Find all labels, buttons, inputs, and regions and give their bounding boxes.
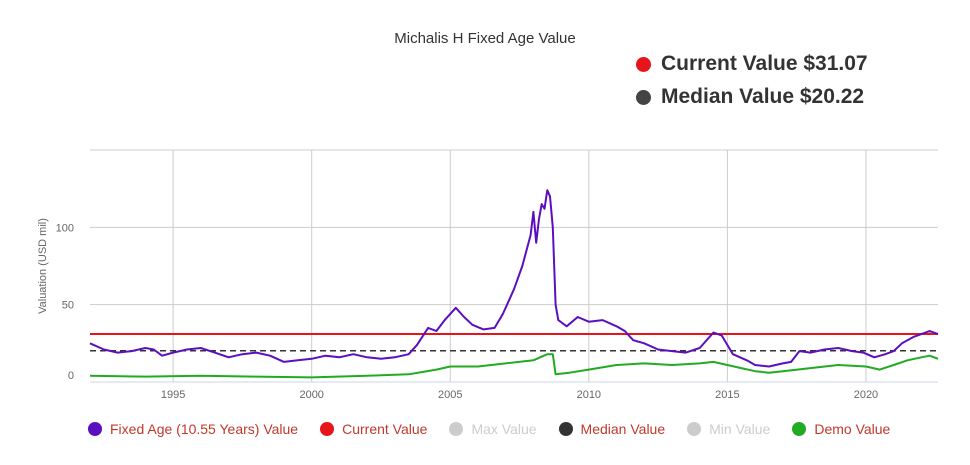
y-axis-title: Valuation (USD mil) xyxy=(37,218,49,314)
median-value-label: Median Value $20.22 xyxy=(661,85,865,108)
current-value-label: Current Value $31.07 xyxy=(661,52,868,75)
legend-item[interactable]: Min Value xyxy=(687,421,770,437)
legend-label: Min Value xyxy=(709,421,771,437)
chart-legend: Fixed Age (10.55 Years) Value Current Val… xyxy=(88,421,912,437)
legend-marker xyxy=(558,422,573,436)
legend-marker xyxy=(88,422,102,436)
y-tick-label: 0 xyxy=(68,370,74,382)
x-tick-label: 2005 xyxy=(438,389,462,401)
median-value-headline: Median Value $20.22 xyxy=(636,85,864,109)
current-value-headline: Current Value $31.07 xyxy=(636,52,868,76)
x-tick-label: 2000 xyxy=(299,389,323,401)
legend-label: Max Value xyxy=(471,421,537,437)
legend-marker xyxy=(792,422,807,436)
chart-title: Michalis H Fixed Age Value xyxy=(394,30,576,47)
x-tick-label: 2015 xyxy=(715,389,739,401)
legend-item[interactable]: Max Value xyxy=(449,421,537,437)
legend-label: Median Value xyxy=(580,421,666,437)
legend-item[interactable]: Fixed Age (10.55 Years) Value xyxy=(88,421,298,437)
axis-ticks: 0 50 100 1995 2000 2005 2010 2015 2020 xyxy=(56,222,879,401)
median-value-dot xyxy=(636,89,651,105)
grid-lines xyxy=(90,149,938,383)
y-tick-label: 50 xyxy=(62,300,74,312)
x-tick-label: 2010 xyxy=(577,389,601,401)
legend-marker xyxy=(687,422,702,436)
legend-label: Demo Value xyxy=(814,421,891,437)
current-value-dot xyxy=(636,56,651,72)
legend-marker xyxy=(449,422,464,436)
demo-value-line[interactable] xyxy=(89,353,939,379)
x-tick-label: 2020 xyxy=(854,389,878,401)
legend-item[interactable]: Demo Value xyxy=(792,421,890,437)
y-tick-label: 100 xyxy=(56,222,74,234)
legend-marker xyxy=(320,422,335,436)
legend-label: Fixed Age (10.55 Years) Value xyxy=(110,421,299,437)
fixed-age-value-line[interactable] xyxy=(89,189,939,368)
x-tick-label: 1995 xyxy=(161,389,185,401)
legend-item[interactable]: Current Value xyxy=(320,421,427,437)
legend-item[interactable]: Median Value xyxy=(558,421,666,437)
legend-label: Current Value xyxy=(342,421,428,437)
series-lines[interactable] xyxy=(89,189,939,379)
